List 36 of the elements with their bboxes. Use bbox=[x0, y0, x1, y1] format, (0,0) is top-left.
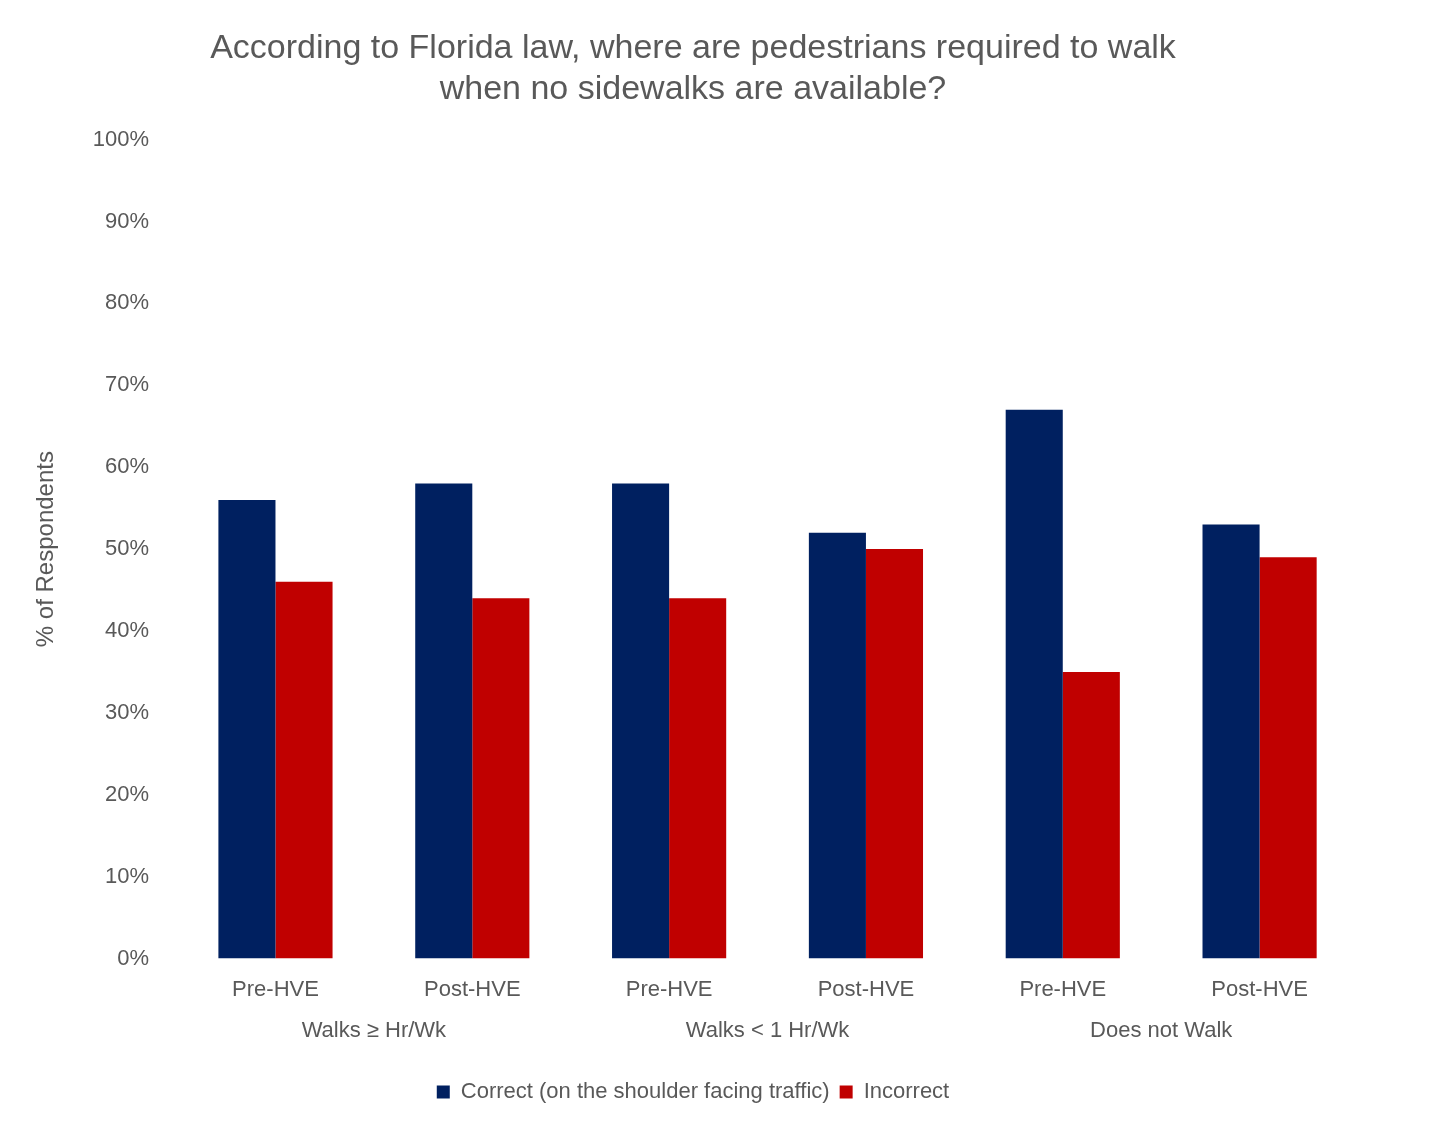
bar bbox=[275, 581, 333, 959]
y-tick-label: 0% bbox=[117, 944, 150, 970]
y-tick-label: 70% bbox=[105, 371, 150, 397]
y-tick-label: 40% bbox=[105, 617, 150, 643]
x-tick-label: Post-HVE bbox=[424, 975, 521, 1001]
y-tick-label: 80% bbox=[105, 289, 150, 315]
bar bbox=[1062, 671, 1120, 959]
bar bbox=[1005, 409, 1063, 959]
text: Walks < 1 Hr/Wk bbox=[685, 1016, 851, 1042]
bar bbox=[415, 483, 473, 959]
y-tick-label: 50% bbox=[105, 535, 150, 561]
bar bbox=[1202, 524, 1260, 959]
chart-title: According to Florida law, where are pedestrians required to walk when no sidewalks are available? bbox=[210, 26, 1177, 106]
text: Does not Walk bbox=[1090, 1016, 1234, 1042]
x-tick-label: Pre-HVE bbox=[1019, 975, 1107, 1001]
y-tick-label: 60% bbox=[105, 453, 150, 479]
legend-label: Incorrect bbox=[863, 1078, 950, 1104]
y-axis-title: % of Respondents bbox=[31, 451, 59, 648]
x-tick-label: Post-HVE bbox=[817, 975, 915, 1001]
y-tick-label: 90% bbox=[105, 207, 150, 233]
bar bbox=[612, 483, 670, 959]
y-tick-label: 20% bbox=[105, 780, 150, 806]
y-tick-label: 100% bbox=[92, 125, 150, 151]
bar bbox=[865, 549, 924, 959]
x-tick-label: Post-HVE bbox=[1211, 975, 1308, 1001]
y-tick-label: 30% bbox=[105, 698, 150, 724]
legend-label: Correct (on the shoulder facing traffic) bbox=[460, 1078, 830, 1104]
bar bbox=[808, 532, 866, 959]
bar bbox=[218, 499, 276, 959]
x-tick-label: Pre-HVE bbox=[625, 975, 713, 1001]
y-tick-label: 10% bbox=[105, 862, 150, 888]
x-tick-label: Pre-HVE bbox=[232, 975, 319, 1001]
bar bbox=[1259, 557, 1317, 959]
bar bbox=[472, 598, 530, 959]
bar bbox=[669, 598, 727, 959]
text: Walks ≥ Hr/Wk bbox=[301, 1016, 448, 1042]
